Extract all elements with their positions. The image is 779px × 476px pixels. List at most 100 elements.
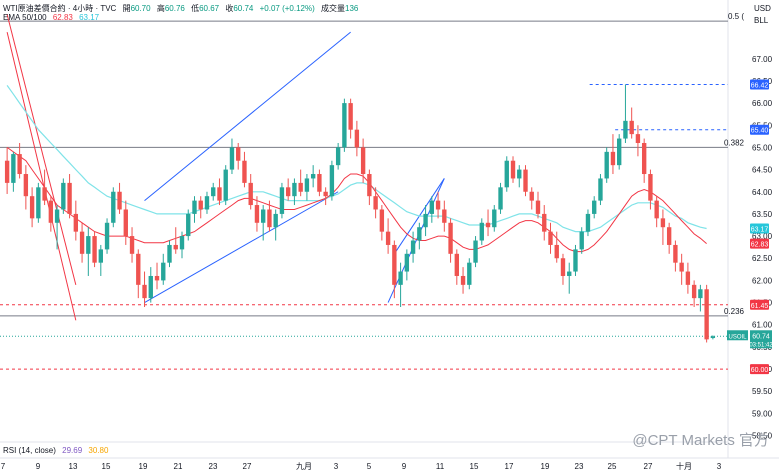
price-marker-bg bbox=[750, 79, 769, 90]
open-label: 開 bbox=[122, 4, 131, 13]
last-price-badge: USOIL 60.74 03:51:42 bbox=[727, 330, 773, 349]
time-tick-label: 23 bbox=[209, 462, 218, 471]
unit-label: BLL bbox=[754, 16, 769, 25]
candle-body bbox=[410, 240, 416, 254]
candle bbox=[579, 227, 584, 254]
candle bbox=[367, 169, 372, 206]
symbol-title: WTI原油差價合約 · 4小時 · TVC bbox=[3, 4, 117, 13]
candle-body bbox=[623, 120, 628, 139]
candle bbox=[67, 174, 72, 219]
candle-body bbox=[573, 249, 578, 272]
channel-lines bbox=[6, 14, 445, 321]
candle-body bbox=[285, 187, 291, 197]
candle bbox=[204, 191, 210, 214]
last-price-bg bbox=[750, 330, 772, 349]
candle bbox=[136, 249, 141, 299]
ema-legend[interactable]: EMA 50/100 62.83 63.17 bbox=[3, 13, 103, 22]
candle bbox=[117, 182, 122, 214]
candle-body bbox=[98, 249, 103, 263]
high-value: 60.76 bbox=[164, 4, 185, 13]
candle-body bbox=[342, 103, 347, 148]
candle bbox=[198, 196, 203, 219]
candle bbox=[704, 284, 709, 343]
time-tick-label: 9 bbox=[36, 462, 41, 471]
candle bbox=[98, 244, 103, 276]
candle-body bbox=[504, 160, 509, 188]
candle bbox=[685, 262, 691, 294]
candle bbox=[79, 222, 85, 263]
candle-body bbox=[698, 289, 703, 299]
candle-body bbox=[217, 187, 222, 201]
price-tick-label: 63.50 bbox=[752, 210, 773, 219]
low-label: 低 bbox=[191, 4, 200, 13]
time-tick-label: 15 bbox=[102, 462, 111, 471]
candle-body bbox=[492, 209, 497, 228]
candle-body bbox=[154, 275, 160, 281]
candle-body bbox=[679, 262, 684, 272]
candle-body bbox=[579, 231, 584, 250]
candle bbox=[354, 120, 360, 157]
candle-body bbox=[173, 244, 178, 250]
candle bbox=[129, 227, 135, 263]
rising-wedge-lower bbox=[387, 178, 445, 303]
candle-body bbox=[685, 271, 691, 285]
candle bbox=[673, 240, 678, 272]
symbol-header: WTI原油差價合約 · 4小時 · TVC 開60.70 高60.76 低60.… bbox=[3, 3, 362, 14]
price-tick-label: 59.00 bbox=[752, 409, 773, 418]
time-tick-label: 21 bbox=[174, 462, 183, 471]
candle-body bbox=[392, 244, 397, 285]
ema50-line bbox=[6, 146, 707, 253]
chart-grid bbox=[0, 0, 779, 459]
candle-body bbox=[360, 147, 366, 175]
candle-body bbox=[292, 182, 297, 197]
candle bbox=[173, 227, 178, 254]
price-marker-label: 60.00 bbox=[751, 367, 769, 374]
candle bbox=[223, 165, 228, 206]
candle bbox=[592, 196, 597, 219]
candle-body bbox=[204, 196, 210, 210]
candle bbox=[641, 138, 647, 183]
price-tick-label: 63.00 bbox=[752, 232, 773, 241]
candle bbox=[73, 200, 79, 241]
candle bbox=[92, 231, 97, 268]
candle bbox=[348, 98, 353, 139]
candle-body bbox=[435, 200, 441, 210]
price-marker-bg bbox=[750, 238, 769, 249]
candle bbox=[373, 187, 378, 219]
candle-body bbox=[354, 129, 360, 148]
candle-body bbox=[23, 174, 29, 197]
candle-body bbox=[4, 160, 10, 183]
candle-body bbox=[617, 138, 622, 166]
price-marker: 66.42 bbox=[750, 79, 769, 90]
price-tick-label: 64.50 bbox=[752, 166, 773, 175]
candle bbox=[529, 187, 534, 210]
time-tick-label: 九月 bbox=[296, 462, 312, 471]
candle bbox=[86, 227, 91, 276]
time-tick-label: 11 bbox=[436, 462, 445, 471]
candle bbox=[535, 191, 541, 219]
candle-body bbox=[429, 200, 435, 214]
time-tick-label: 13 bbox=[69, 462, 78, 471]
candle bbox=[317, 169, 322, 197]
price-tick-label: 62.00 bbox=[752, 276, 773, 285]
open-value: 60.70 bbox=[130, 4, 151, 13]
time-tick-label: 17 bbox=[505, 462, 514, 471]
candle bbox=[492, 205, 497, 232]
candle-body bbox=[17, 154, 22, 175]
candle-body bbox=[335, 147, 341, 166]
candle-body bbox=[267, 209, 272, 228]
candle bbox=[691, 280, 697, 308]
price-marker-label: 62.83 bbox=[751, 242, 769, 249]
candle bbox=[648, 169, 653, 210]
time-tick-label: 15 bbox=[470, 462, 479, 471]
candle bbox=[617, 134, 622, 170]
candle-body bbox=[36, 187, 41, 219]
candle-body bbox=[279, 187, 285, 214]
candle-body bbox=[373, 196, 378, 210]
rsi-legend[interactable]: RSI (14, close) 29.69 30.80 bbox=[3, 446, 112, 455]
watermark: @CPT Markets 官方 bbox=[632, 432, 769, 449]
candle-body bbox=[517, 169, 522, 179]
candle-body bbox=[179, 236, 185, 250]
candle-body bbox=[236, 147, 241, 161]
